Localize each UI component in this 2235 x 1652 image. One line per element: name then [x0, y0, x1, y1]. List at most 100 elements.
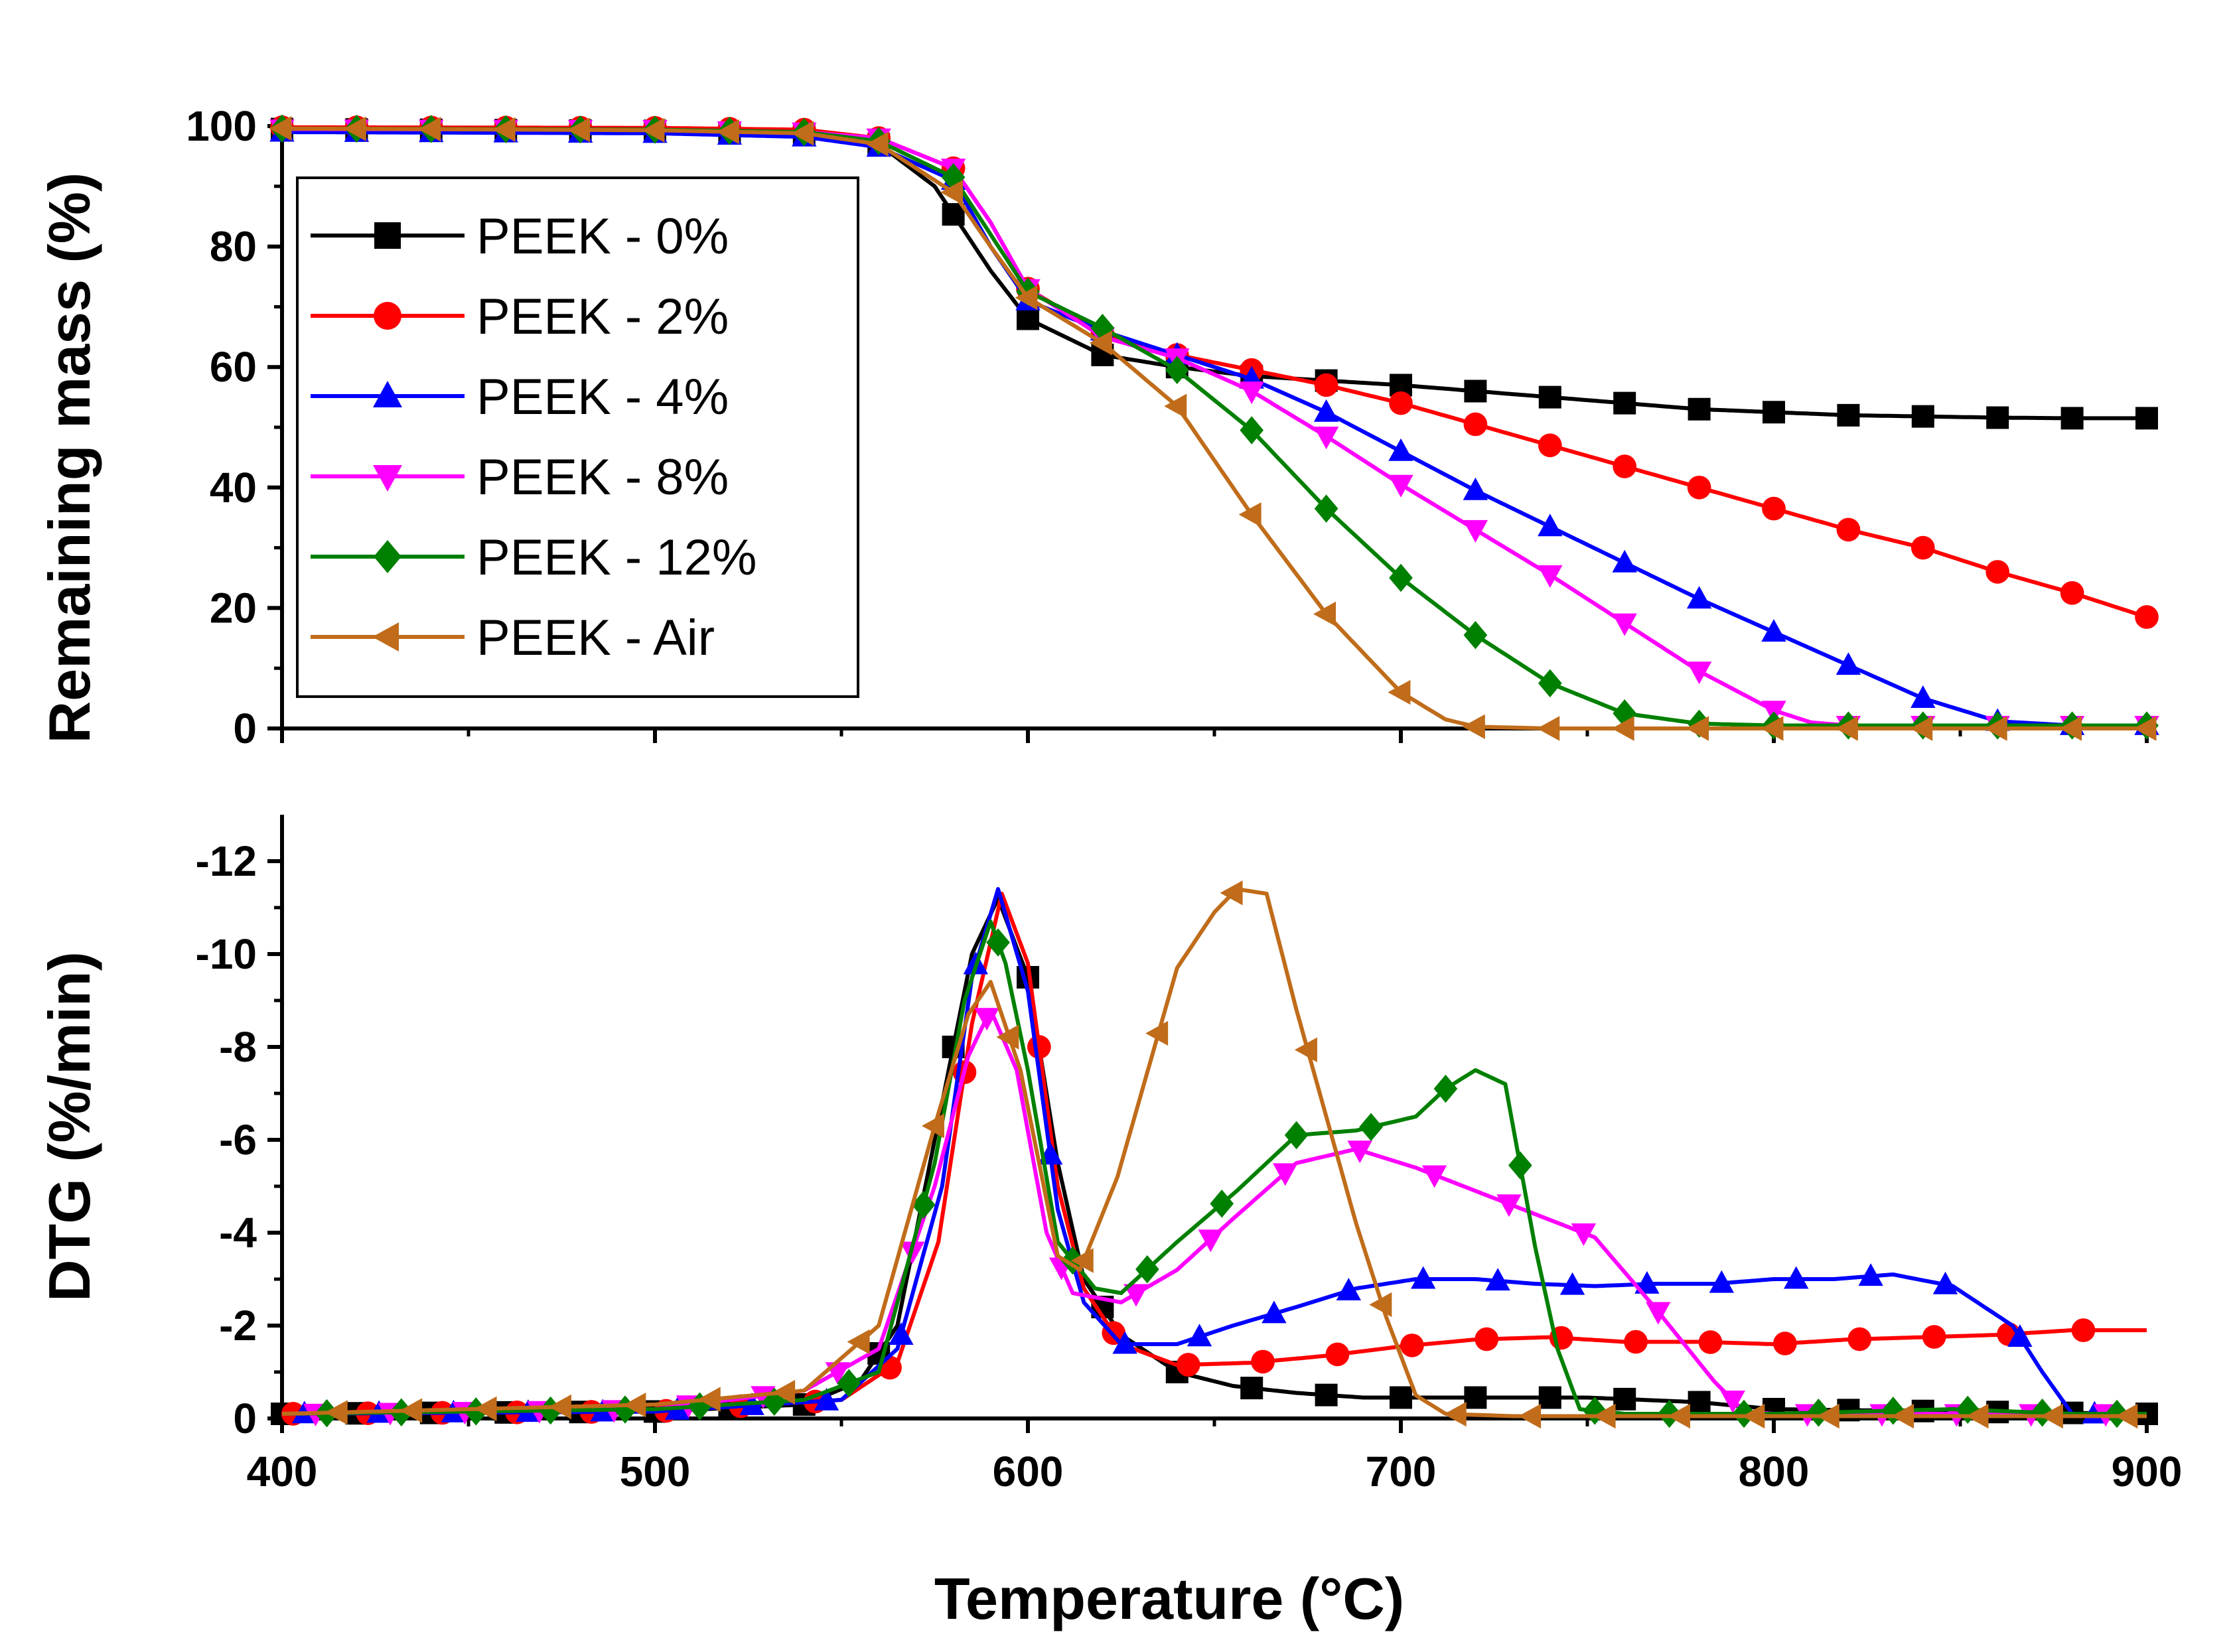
x-tick-label: 800: [1739, 1448, 1810, 1495]
bottom-marker-peek-air: [1667, 1403, 1690, 1429]
bottom-marker-peek-4: [1559, 1272, 1585, 1295]
bottom-marker-peek-4: [1709, 1270, 1735, 1293]
top-marker-peek-air: [1015, 285, 1038, 310]
bottom-marker-peek-air: [1816, 1403, 1839, 1429]
dtg-panel: 0 -2 -4 -6 -8 -10 -12 400 500 600 700 800 900 DTG (%…: [36, 815, 2182, 1495]
top-marker-peek-4: [1686, 586, 1712, 609]
top-marker-peek-2: [1538, 433, 1562, 458]
top-marker-peek-2: [1463, 412, 1488, 437]
top-marker-peek-air: [1089, 330, 1112, 356]
top-line-peek-4: [282, 130, 2147, 728]
bottom-marker-peek-12: [2105, 1399, 2129, 1428]
top-marker-peek-2: [1911, 535, 1935, 560]
bottom-marker-peek-4: [1411, 1266, 1436, 1289]
bottom-marker-peek-2: [1027, 1035, 1051, 1059]
legend-label: PEEK - 4%: [476, 369, 729, 425]
bottom-marker-peek-air: [921, 1113, 944, 1138]
bottom-marker-peek-2: [1176, 1353, 1200, 1377]
bottom-marker-peek-0: [1390, 1386, 1412, 1409]
top-marker-peek-air: [642, 117, 665, 143]
bottom-marker-peek-12: [1732, 1399, 1756, 1428]
top-marker-peek-air: [1611, 716, 1634, 741]
bottom-marker-peek-air: [1593, 1403, 1616, 1429]
top-marker-peek-0: [1464, 379, 1487, 403]
bottom-marker-peek-0: [1240, 1377, 1263, 1400]
bottom-marker-peek-8: [1421, 1165, 1447, 1188]
bottom-marker-peek-4: [814, 1387, 839, 1411]
top-marker-peek-air: [269, 115, 292, 141]
legend-marker: [374, 540, 401, 573]
top-marker-peek-air: [1686, 716, 1709, 741]
top-marker-peek-2: [1389, 391, 1413, 415]
bottom-marker-peek-8: [1646, 1302, 1671, 1325]
x-tick-label: 900: [2112, 1448, 2183, 1495]
bottom-marker-peek-air: [2040, 1403, 2063, 1429]
top-marker-peek-4: [1388, 438, 1413, 461]
bottom-marker-peek-4: [889, 1322, 914, 1345]
bottom-marker-peek-air: [1443, 1401, 1467, 1427]
bottom-marker-peek-2: [1624, 1330, 1648, 1354]
x-tick-label: 400: [247, 1448, 318, 1495]
top-marker-peek-0: [1688, 397, 1711, 421]
top-marker-peek-air: [1388, 679, 1411, 705]
top-marker-peek-air: [1537, 716, 1560, 741]
bottom-marker-peek-2: [1698, 1330, 1723, 1354]
bottom-marker-peek-12: [1284, 1121, 1309, 1150]
bottom-marker-peek-8: [1123, 1284, 1149, 1307]
top-marker-peek-2: [2060, 581, 2084, 605]
legend-label: PEEK - Air: [476, 610, 715, 666]
top-marker-peek-air: [2133, 716, 2157, 741]
bottom-y-tick-label: -10: [196, 930, 257, 978]
bottom-marker-peek-2: [1475, 1327, 1499, 1351]
bottom-y-tick-label: -6: [219, 1116, 257, 1164]
bottom-marker-peek-air: [1891, 1403, 1914, 1429]
bottom-marker-peek-air: [1145, 1020, 1169, 1046]
bottom-marker-peek-0: [1688, 1391, 1711, 1414]
bottom-marker-peek-4: [1336, 1277, 1362, 1300]
bottom-marker-peek-4: [1932, 1271, 1958, 1294]
top-marker-peek-air: [1984, 716, 2007, 741]
bottom-marker-peek-air: [996, 1024, 1019, 1050]
top-y-tick-label: 80: [210, 223, 257, 271]
x-tick-label: 500: [620, 1448, 691, 1495]
top-marker-peek-air: [1910, 716, 1933, 741]
x-axis-title: Temperature (°C): [934, 1566, 1404, 1631]
top-marker-peek-0: [1837, 403, 1860, 427]
top-y-tick-label: 20: [210, 584, 257, 632]
bottom-marker-peek-0: [1315, 1383, 1338, 1407]
bottom-marker-peek-8: [1496, 1194, 1522, 1217]
bottom-marker-peek-4: [1262, 1300, 1287, 1324]
top-marker-peek-8: [1686, 661, 1712, 685]
top-marker-peek-4: [1761, 619, 1786, 642]
bottom-y-tick-label: -12: [196, 837, 257, 885]
top-marker-peek-air: [1835, 716, 1858, 741]
top-marker-peek-0: [2060, 407, 2084, 430]
top-marker-peek-air: [343, 116, 366, 141]
legend-marker: [373, 381, 402, 407]
bottom-y-tick-label: -4: [219, 1209, 257, 1257]
bottom-marker-peek-8: [1720, 1390, 1745, 1413]
bottom-marker-peek-air: [1742, 1403, 1765, 1429]
bottom-marker-peek-air: [1294, 1037, 1317, 1063]
top-y-tick-label: 40: [210, 464, 257, 512]
top-marker-peek-0: [1538, 385, 1561, 409]
top-tick-labels: 0 20 40 60 80 100: [186, 102, 257, 752]
top-marker-peek-air: [940, 180, 964, 205]
top-marker-peek-air: [567, 117, 591, 143]
top-marker-peek-air: [1313, 601, 1336, 627]
bottom-series-group: [271, 880, 2158, 1429]
top-marker-peek-8: [1313, 427, 1339, 450]
x-tick-label: 700: [1366, 1448, 1437, 1495]
legend: PEEK - 0% PEEK - 2% PEEK - 4% PEEK - 8% PEEK…: [296, 176, 859, 698]
bottom-marker-peek-air: [1966, 1403, 1989, 1429]
bottom-marker-peek-4: [1187, 1324, 1212, 1347]
top-marker-peek-12: [1538, 669, 1562, 698]
bottom-marker-peek-2: [1922, 1325, 1946, 1349]
bottom-marker-peek-8: [1273, 1163, 1298, 1186]
bottom-marker-peek-12: [1508, 1151, 1532, 1180]
legend-item-peek-8: PEEK - 8%: [311, 449, 729, 506]
top-marker-peek-2: [1314, 373, 1338, 397]
top-marker-peek-2: [1836, 517, 1861, 542]
top-marker-peek-air: [865, 131, 889, 157]
bottom-y-axis-title: DTG (%/min): [36, 951, 102, 1302]
